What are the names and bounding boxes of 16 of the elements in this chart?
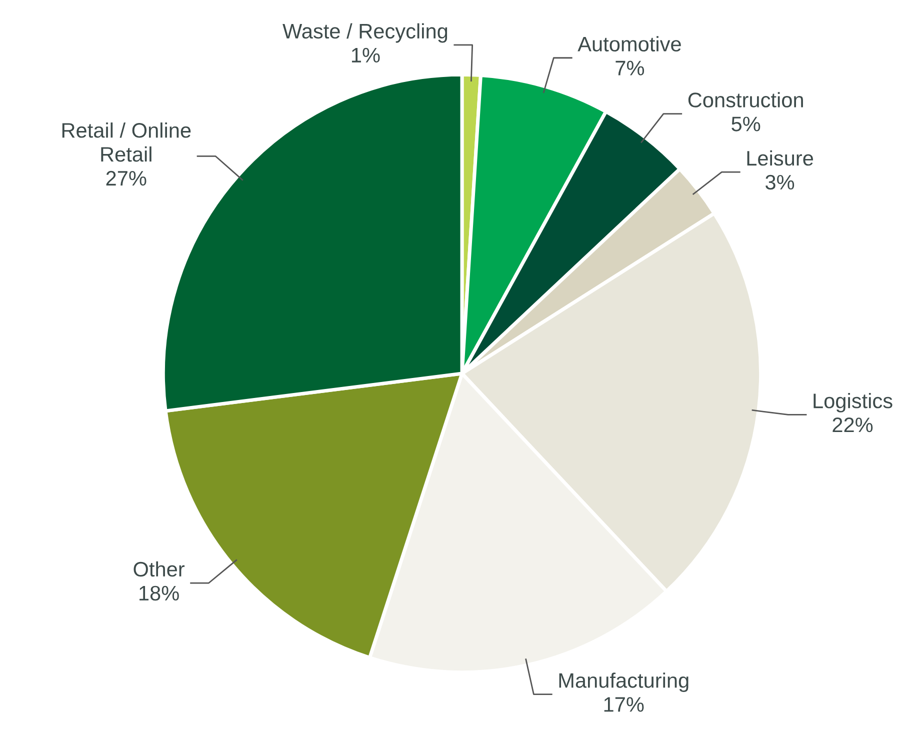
slice-label: Manufacturing — [559, 672, 688, 692]
slice-label: Other — [134, 561, 184, 577]
data-label: 7% — [616, 60, 644, 76]
data-label: 3% — [766, 174, 794, 190]
slice-label: Retail / Online Retail — [62, 122, 191, 162]
slice-label: Construction — [688, 92, 803, 108]
data-label: 5% — [732, 116, 760, 132]
slice-label: Waste / Recycling — [282, 23, 448, 43]
data-label: 22% — [832, 418, 873, 432]
data-label: 17% — [604, 697, 644, 712]
data-label: 1% — [352, 48, 380, 62]
data-label: 18% — [140, 586, 179, 601]
slice-label: Leisure — [747, 150, 814, 166]
slice-label: Automotive — [578, 36, 681, 52]
data-label: 27% — [106, 170, 146, 186]
slice-label: Logistics — [814, 393, 892, 412]
